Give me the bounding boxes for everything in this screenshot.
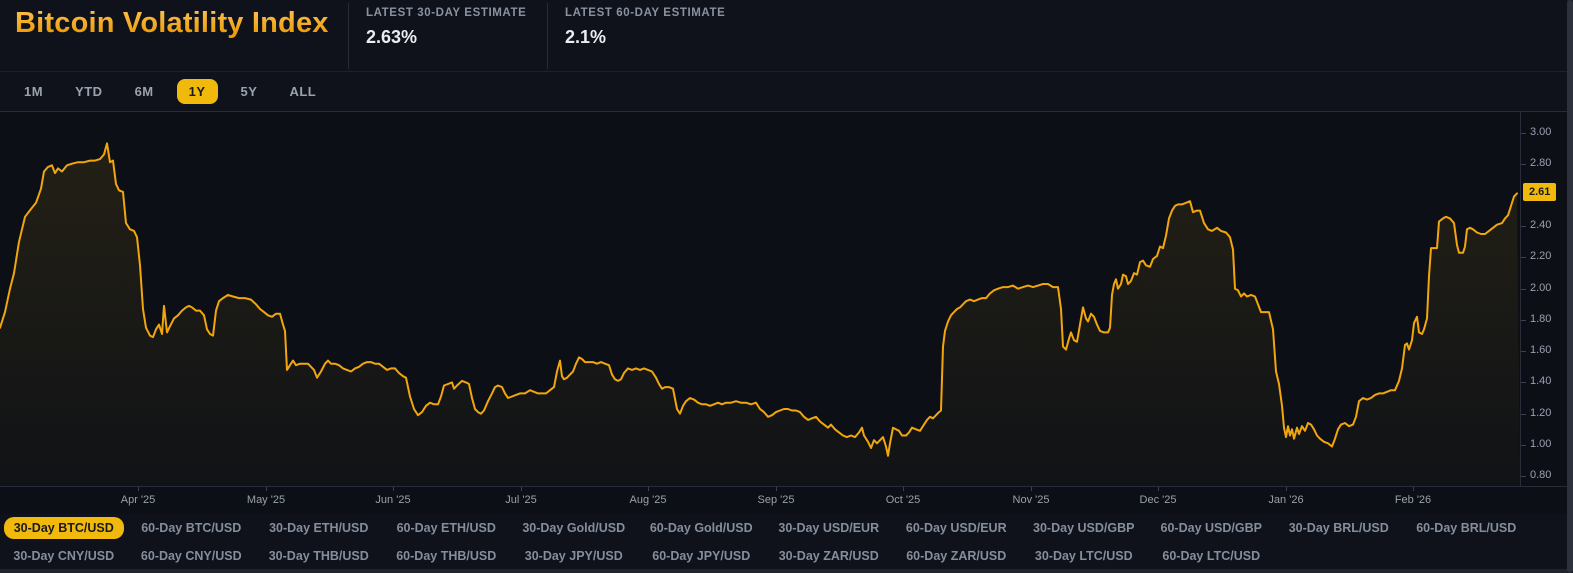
y-tick-label: 1.80 [1530,313,1552,325]
series-button-30-day-usd-gbp[interactable]: 30-Day USD/GBP [1033,521,1135,535]
series-button-30-day-gold-usd[interactable]: 30-Day Gold/USD [522,521,626,535]
estimate-30-day-value: 2.63% [366,27,418,47]
header-divider [348,3,349,69]
series-button-60-day-usd-eur[interactable]: 60-Day USD/EUR [905,521,1007,535]
x-tick-mark [1413,487,1414,491]
y-tick-label: 2.00 [1530,282,1552,294]
y-tick-mark [1521,445,1526,446]
series-selector-panel: 30-Day BTC/USD 60-Day BTC/USD 30-Day ETH/U… [0,514,1567,570]
x-tick-mark [1158,487,1159,491]
series-button-60-day-zar-usd[interactable]: 60-Day ZAR/USD [906,549,1007,563]
estimate-30-day: LATEST 30-DAY ESTIMATE 2.63% [366,7,526,48]
series-button-30-day-thb-usd[interactable]: 30-Day THB/USD [268,549,369,563]
estimate-60-day-value: 2.1% [565,27,607,47]
x-tick-mark [903,487,904,491]
series-button-60-day-btc-usd[interactable]: 60-Day BTC/USD [141,521,242,535]
y-tick-label: 1.60 [1530,344,1552,356]
range-tab-bar: 1M YTD 6M 1Y 5Y ALL [0,72,1573,112]
series-button-60-day-cny-usd[interactable]: 60-Day CNY/USD [140,549,242,563]
estimate-30-day-label: LATEST 30-DAY ESTIMATE [366,7,527,19]
x-tick-label-jul-25: Jul '25 [505,494,537,506]
tab-1y[interactable]: 1Y [176,79,218,104]
header-divider [547,3,548,69]
x-axis: Apr '25 May '25 Jun '25 Jul '25 Aug '25 Sep '… [0,486,1573,514]
x-tick-label-nov-25: Nov '25 [1012,494,1050,506]
y-tick-mark [1521,414,1526,415]
x-tick-mark [1031,487,1032,491]
series-button-60-day-eth-usd[interactable]: 60-Day ETH/USD [396,521,496,535]
y-tick-mark [1521,382,1526,383]
y-tick-mark [1521,133,1526,134]
x-tick-mark [1286,487,1287,491]
x-tick-mark [138,487,139,491]
x-tick-mark [266,487,267,491]
tab-5y[interactable]: 5Y [240,84,258,99]
y-tick-label: 2.20 [1530,250,1552,262]
x-tick-label-jun-25: Jun '25 [375,494,411,506]
y-tick-mark [1521,320,1526,321]
y-tick-mark [1521,289,1526,290]
y-tick-mark [1521,164,1526,165]
series-button-60-day-usd-gbp[interactable]: 60-Day USD/GBP [1160,521,1262,535]
series-button-60-day-brl-usd[interactable]: 60-Day BRL/USD [1416,521,1517,535]
y-tick-label: 2.80 [1530,157,1552,169]
y-tick-mark [1521,257,1526,258]
x-tick-label-sep-25: Sep '25 [757,494,795,506]
series-button-30-day-cny-usd[interactable]: 30-Day CNY/USD [13,549,115,563]
x-tick-mark [393,487,394,491]
series-button-30-day-usd-eur[interactable]: 30-Day USD/EUR [778,521,880,535]
last-value-badge: 2.61 [1523,183,1557,201]
x-tick-label-apr-25: Apr '25 [120,494,156,506]
x-tick-mark [776,487,777,491]
series-button-30-day-ltc-usd[interactable]: 30-Day LTC/USD [1034,549,1133,563]
x-tick-label-oct-25: Oct '25 [885,494,921,506]
x-tick-label-aug-25: Aug '25 [629,494,667,506]
x-tick-label-jan-26: Jan '26 [1268,494,1304,506]
x-tick-label-may-25: May '25 [246,494,286,506]
chart-area-fill [0,143,1520,486]
scrollbar-track[interactable] [1567,0,1573,573]
series-button-60-day-ltc-usd[interactable]: 60-Day LTC/USD [1162,549,1261,563]
y-tick-label: 1.00 [1530,438,1552,450]
series-button-30-day-zar-usd[interactable]: 30-Day ZAR/USD [778,549,879,563]
x-tick-mark [648,487,649,491]
scrollbar-thumb[interactable] [1567,0,1573,573]
x-tick-mark [521,487,522,491]
tab-6m[interactable]: 6M [134,84,154,99]
tab-1m[interactable]: 1M [24,84,44,99]
estimate-60-day: LATEST 60-DAY ESTIMATE 2.1% [565,7,725,48]
chart-region: 2.61 3.00 2.80 2.40 2.20 2.00 1.80 1.60 1.40 1.2… [0,112,1573,486]
y-tick-label: 1.20 [1530,407,1552,419]
y-tick-mark [1521,226,1526,227]
y-tick-mark [1521,351,1526,352]
series-button-30-day-brl-usd[interactable]: 30-Day BRL/USD [1288,521,1389,535]
chart-line [0,142,1518,457]
tab-all[interactable]: ALL [289,84,317,99]
series-button-30-day-eth-usd[interactable]: 30-Day ETH/USD [269,521,369,535]
series-button-60-day-jpy-usd[interactable]: 60-Day JPY/USD [652,549,751,563]
bottom-strip [0,569,1573,573]
y-tick-label: 1.40 [1530,375,1552,387]
y-tick-mark [1521,476,1526,477]
series-button-30-day-btc-usd[interactable]: 30-Day BTC/USD [3,517,124,539]
series-button-60-day-gold-usd[interactable]: 60-Day Gold/USD [649,521,753,535]
x-tick-label-feb-26: Feb '26 [1394,494,1432,506]
volatility-line-chart[interactable] [0,112,1520,486]
series-button-30-day-jpy-usd[interactable]: 30-Day JPY/USD [524,549,623,563]
y-axis: 2.61 3.00 2.80 2.40 2.20 2.00 1.80 1.60 1.40 1.2… [1520,112,1567,486]
y-tick-label: 2.40 [1530,219,1552,231]
x-tick-label-dec-25: Dec '25 [1139,494,1177,506]
y-tick-label: 0.80 [1530,469,1552,481]
page-title: Bitcoin Volatility Index [15,7,329,39]
y-tick-label: 3.00 [1530,126,1552,138]
estimate-60-day-label: LATEST 60-DAY ESTIMATE [565,7,726,19]
tab-ytd[interactable]: YTD [75,84,103,99]
page-header: Bitcoin Volatility Index LATEST 30-DAY E… [0,0,1573,72]
series-button-60-day-thb-usd[interactable]: 60-Day THB/USD [396,549,497,563]
